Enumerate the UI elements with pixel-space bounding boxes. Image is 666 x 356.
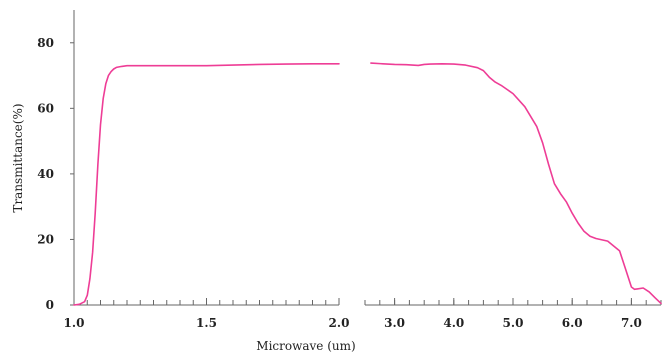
y-tick-label: 60: [37, 101, 54, 115]
x-tick-label: 5.0: [503, 316, 524, 330]
y-axis: 0 20 40 60 80: [37, 10, 75, 312]
x-ticks-right: 3.0 4.0 5.0 6.0 7.0: [364, 298, 662, 330]
y-tick-label: 80: [37, 36, 54, 50]
left-panel: 1.0 1.5 2.0: [64, 63, 350, 330]
y-tick-label: 40: [37, 167, 54, 181]
x-tick-label: 7.0: [621, 316, 642, 330]
x-tick-label: 3.0: [384, 316, 405, 330]
x-ticks-left: 1.0 1.5 2.0: [64, 298, 350, 330]
x-tick-label: 6.0: [562, 316, 583, 330]
y-axis-title: Transmittance(%): [11, 103, 25, 212]
x-tick-label: 1.0: [64, 316, 85, 330]
y-tick-label: 0: [46, 298, 54, 312]
y-tick-label: 20: [37, 232, 54, 246]
transmittance-series-left: [73, 63, 340, 306]
x-tick-label: 4.0: [443, 316, 464, 330]
y-ticks: 0 20 40 60 80: [37, 36, 74, 312]
x-tick-label: 2.0: [329, 316, 350, 330]
x-tick-label: 1.5: [196, 316, 217, 330]
x-axis-title: Microwave (um): [256, 339, 355, 353]
right-panel: 3.0 4.0 5.0 6.0 7.0: [364, 62, 662, 330]
transmittance-series-right: [370, 62, 662, 305]
